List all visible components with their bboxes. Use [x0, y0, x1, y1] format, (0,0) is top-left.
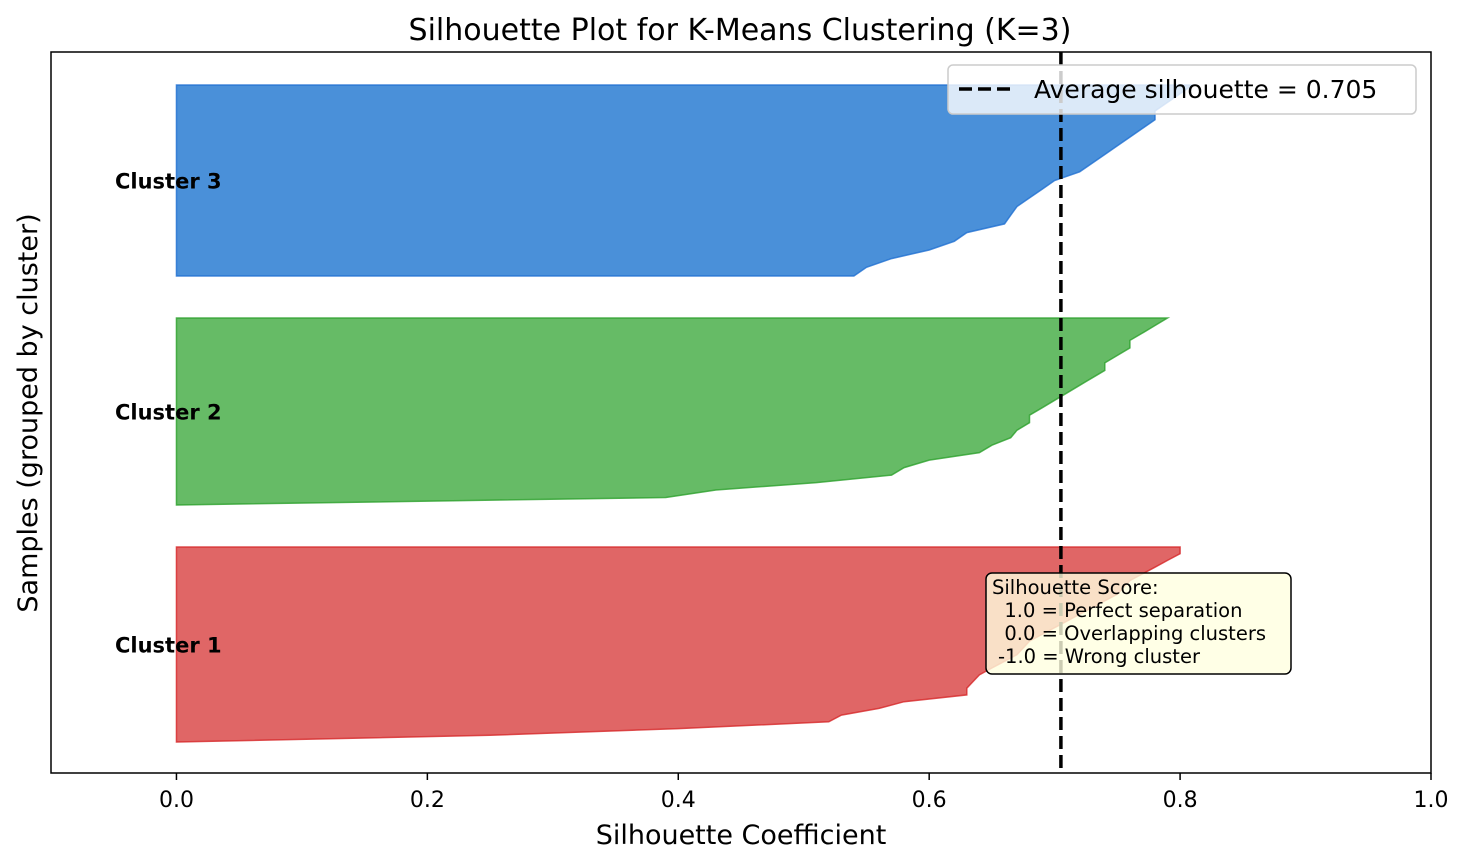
cluster-2-silhouette-area: [175, 317, 1171, 506]
x-tick-label: 1.0: [1414, 788, 1449, 813]
note-line-perfect: 1.0 = Perfect separation: [992, 599, 1242, 622]
x-tick-label: 0.4: [661, 788, 696, 813]
legend-label: Average silhouette = 0.705: [1034, 75, 1377, 104]
plot-area-frame: [50, 51, 1432, 774]
legend: Average silhouette = 0.705: [947, 64, 1417, 115]
x-axis-ticks: 0.0 0.2 0.4 0.6 0.8 1.0: [159, 773, 1449, 813]
x-tick-label: 0.8: [1163, 788, 1198, 813]
x-tick-label: 0.6: [912, 788, 947, 813]
x-axis-label: Silhouette Coefficient: [596, 820, 887, 851]
chart-title: Silhouette Plot for K-Means Clustering (…: [409, 13, 1072, 48]
note-line-wrong: -1.0 = Wrong cluster: [998, 645, 1201, 668]
cluster-2-label: Cluster 2: [115, 401, 222, 425]
cluster-1-label: Cluster 1: [115, 634, 222, 658]
cluster-labels-layer: Cluster 1 Cluster 2 Cluster 3: [115, 170, 222, 658]
clusters-layer: [175, 84, 1195, 743]
note-line-overlapping: 0.0 = Overlapping clusters: [992, 622, 1266, 645]
note-box: [985, 572, 1292, 675]
x-tick-label: 0.0: [159, 788, 194, 813]
x-tick-label: 0.2: [410, 788, 445, 813]
cluster-3-label: Cluster 3: [115, 170, 222, 194]
note-line-title: Silhouette Score:: [992, 576, 1159, 599]
silhouette-score-note: Silhouette Score: 1.0 = Perfect separati…: [985, 572, 1292, 675]
legend-box: [947, 64, 1417, 115]
y-axis-label: Samples (grouped by cluster): [13, 213, 44, 612]
